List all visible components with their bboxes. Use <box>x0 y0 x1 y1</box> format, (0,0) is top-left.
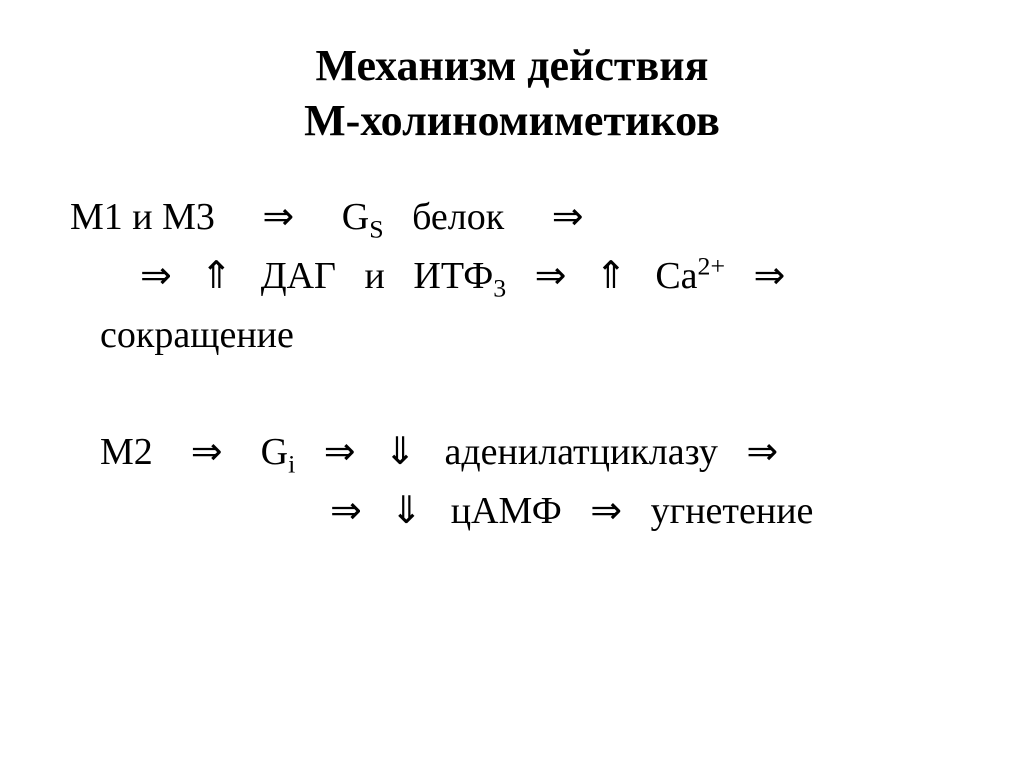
up-arrow-icon: ⇑ <box>595 255 627 297</box>
imply-arrow-icon: ⇒ <box>590 490 622 532</box>
imply-arrow-icon: ⇒ <box>262 196 294 238</box>
imply-arrow-icon: ⇒ <box>552 196 584 238</box>
gi-protein: Gi <box>261 431 296 473</box>
g-sub: S <box>369 215 383 244</box>
g-base: G <box>261 431 288 473</box>
ca-sup: 2+ <box>698 251 725 280</box>
m1m3-line-2: ⇒ ⇑ ДАГ и ИТФ3 ⇒ ⇑ Ca2+ ⇒ <box>70 247 964 306</box>
slide: Механизм действия М-холиномиметиков М1 и… <box>0 0 1024 768</box>
itf-base: ИТФ <box>413 255 493 297</box>
imply-arrow-icon: ⇒ <box>754 255 786 297</box>
m1m3-line-1: М1 и М3 ⇒ GS белок ⇒ <box>70 188 964 247</box>
slide-title: Механизм действия М-холиномиметиков <box>50 38 974 148</box>
g-sub: i <box>288 449 295 478</box>
g-base: G <box>342 196 369 238</box>
imply-arrow-icon: ⇒ <box>191 431 223 473</box>
and-label: и <box>365 255 385 297</box>
dag-label: ДАГ <box>261 255 336 297</box>
title-line-1: Механизм действия <box>50 38 974 93</box>
spacer <box>70 365 964 423</box>
ac-label: аденилатциклазу <box>444 431 717 473</box>
imply-arrow-icon: ⇒ <box>535 255 567 297</box>
m2-line-1: М2 ⇒ Gi ⇒ ⇓ аденилатциклазу ⇒ <box>70 423 964 482</box>
down-arrow-icon: ⇓ <box>384 431 416 473</box>
ca2plus-label: Ca2+ <box>655 255 725 297</box>
gs-protein: GS <box>342 196 384 238</box>
protein-word: белок <box>412 196 504 238</box>
title-line-2: М-холиномиметиков <box>50 93 974 148</box>
down-arrow-icon: ⇓ <box>390 490 422 532</box>
camp-label: цАМФ <box>451 490 562 532</box>
imply-arrow-icon: ⇒ <box>746 431 778 473</box>
m2-receptor: М2 <box>100 431 153 473</box>
m2-line-2: ⇒ ⇓ цАМФ ⇒ угнетение <box>70 482 964 541</box>
itf3-label: ИТФ3 <box>413 255 506 297</box>
m1m3-receptors: М1 и М3 <box>70 196 215 238</box>
imply-arrow-icon: ⇒ <box>324 431 356 473</box>
itf-sub: 3 <box>493 273 506 302</box>
m1m3-outcome: сокращение <box>100 314 294 356</box>
up-arrow-icon: ⇑ <box>200 255 232 297</box>
slide-body: М1 и М3 ⇒ GS белок ⇒ ⇒ ⇑ ДАГ и ИТФ3 ⇒ <box>50 188 974 540</box>
m2-outcome: угнетение <box>651 490 814 532</box>
ca-base: Ca <box>655 255 697 297</box>
imply-arrow-icon: ⇒ <box>330 490 362 532</box>
imply-arrow-icon: ⇒ <box>140 255 172 297</box>
m1m3-line-3: сокращение <box>70 306 964 365</box>
